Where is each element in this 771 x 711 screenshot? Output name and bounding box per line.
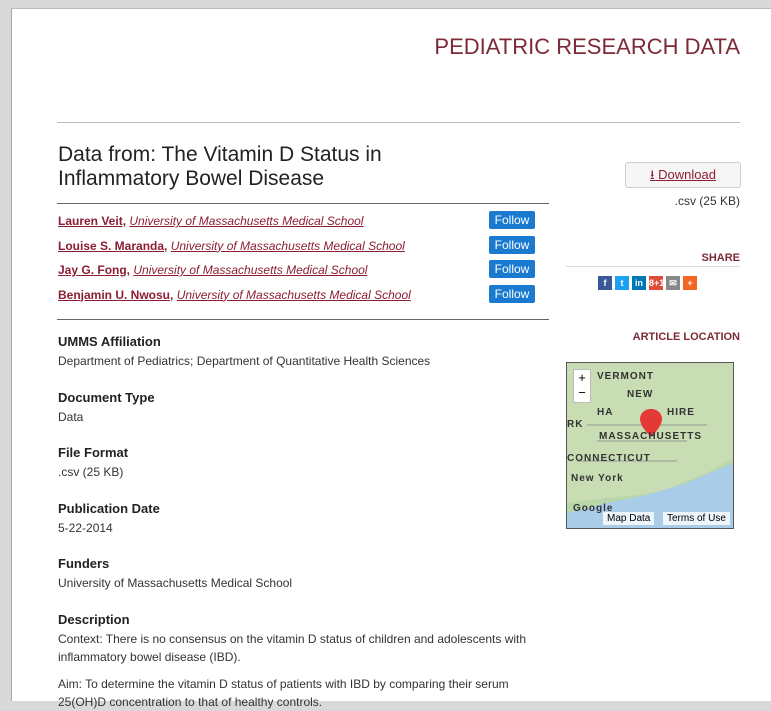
author-affiliation[interactable]: University of Massachusetts Medical Scho…: [177, 288, 411, 302]
map-label: HA: [597, 407, 613, 418]
field-label: Publication Date: [58, 501, 160, 516]
article-title: Data from: The Vitamin D Status in Infla…: [58, 143, 438, 191]
follow-button[interactable]: Follow: [489, 285, 535, 303]
map-data[interactable]: Map Data: [603, 512, 654, 525]
divider: [57, 122, 740, 123]
file-size: .csv (25 KB): [675, 194, 740, 208]
share-icon[interactable]: t: [615, 276, 629, 290]
terms-link[interactable]: Terms of Use: [663, 512, 730, 525]
page: PEDIATRIC RESEARCH DATA Data from: The V…: [0, 0, 771, 700]
map-label: RK: [567, 419, 583, 430]
follow-button[interactable]: Follow: [489, 260, 535, 278]
share-icon[interactable]: 8+1: [649, 276, 663, 290]
field-label: Document Type: [58, 390, 155, 405]
author: Lauren Veit, University of Massachusetts…: [58, 214, 363, 228]
field-label: UMMS Affiliation: [58, 334, 161, 349]
map-label: MASSACHUSETTS: [599, 431, 702, 442]
map-label: VERMONT: [597, 371, 654, 382]
location-heading: ARTICLE LOCATION: [633, 331, 740, 343]
map-label: NEW: [627, 389, 653, 400]
share-icon[interactable]: +: [683, 276, 697, 290]
map-label: CONNECTICUT: [567, 453, 651, 464]
follow-button[interactable]: Follow: [489, 211, 535, 229]
map[interactable]: + − VERMONT NEW HA HIRE RK MASSACHUSETTS CONNE…: [566, 362, 734, 529]
divider: [57, 319, 549, 320]
download-button[interactable]: ⭳ Download: [625, 162, 741, 188]
field-value: University of Massachusetts Medical Scho…: [58, 574, 548, 592]
follow-button[interactable]: Follow: [489, 236, 535, 254]
field-value: .csv (25 KB): [58, 463, 548, 481]
description-paragraph: Context: There is no consensus on the vi…: [58, 630, 548, 666]
map-label: New York: [571, 473, 624, 484]
share-icon[interactable]: in: [632, 276, 646, 290]
field-label: Description: [58, 612, 130, 627]
map-label: HIRE: [667, 407, 695, 418]
field-value: Data: [58, 408, 548, 426]
author-affiliation[interactable]: University of Massachusetts Medical Scho…: [129, 214, 363, 228]
field-label: Funders: [58, 556, 109, 571]
author: Louise S. Maranda, University of Massach…: [58, 239, 405, 253]
zoom-out[interactable]: −: [574, 385, 590, 400]
divider: [566, 266, 740, 267]
field-value: Department of Pediatrics; Department of …: [58, 352, 548, 370]
author: Benjamin U. Nwosu, University of Massach…: [58, 288, 411, 302]
share-icon[interactable]: f: [598, 276, 612, 290]
author-name[interactable]: Jay G. Fong,: [58, 263, 130, 277]
site-title[interactable]: PEDIATRIC RESEARCH DATA: [434, 34, 740, 60]
share-icon[interactable]: ✉: [666, 276, 680, 290]
author-name[interactable]: Louise S. Maranda,: [58, 239, 167, 253]
author-affiliation[interactable]: University of Massachusetts Medical Scho…: [133, 263, 367, 277]
field-value: 5-22-2014: [58, 519, 548, 537]
author-name[interactable]: Lauren Veit,: [58, 214, 126, 228]
author-affiliation[interactable]: University of Massachusetts Medical Scho…: [171, 239, 405, 253]
author-name[interactable]: Benjamin U. Nwosu,: [58, 288, 173, 302]
description-paragraph: Aim: To determine the vitamin D status o…: [58, 675, 548, 711]
field-label: File Format: [58, 445, 128, 460]
share-heading: SHARE: [701, 252, 740, 264]
divider: [57, 203, 549, 204]
zoom-in[interactable]: +: [574, 370, 590, 385]
author: Jay G. Fong, University of Massachusetts…: [58, 263, 367, 277]
